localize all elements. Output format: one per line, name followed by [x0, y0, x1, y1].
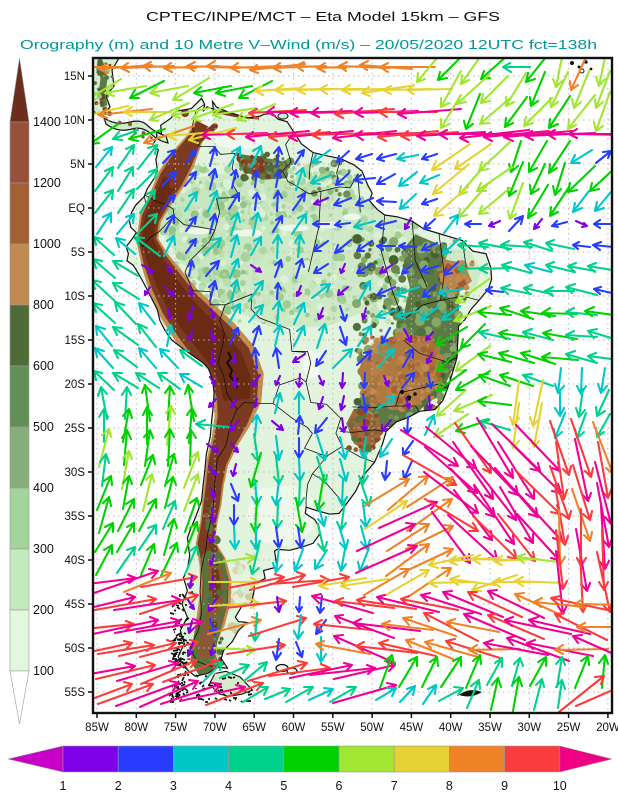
svg-text:CPTEC/INPE/MCT – Eta Model 15: CPTEC/INPE/MCT – Eta Model 15km – GFS: [146, 10, 500, 24]
svg-text:35S: 35S: [65, 511, 86, 523]
svg-text:55W: 55W: [321, 722, 345, 734]
svg-text:45W: 45W: [400, 722, 424, 734]
svg-text:20S: 20S: [65, 379, 86, 391]
svg-text:1200: 1200: [33, 176, 61, 190]
svg-text:1000: 1000: [33, 237, 61, 251]
svg-text:100: 100: [33, 664, 54, 678]
svg-text:800: 800: [33, 298, 54, 312]
svg-text:5S: 5S: [71, 247, 85, 259]
svg-text:10N: 10N: [64, 115, 85, 127]
svg-text:50S: 50S: [65, 643, 86, 655]
svg-text:4: 4: [225, 779, 232, 793]
svg-text:40W: 40W: [439, 722, 463, 734]
svg-text:600: 600: [33, 359, 54, 373]
svg-text:5: 5: [280, 779, 287, 793]
svg-text:35W: 35W: [478, 722, 502, 734]
svg-text:1: 1: [60, 779, 67, 793]
svg-text:15N: 15N: [64, 71, 85, 83]
svg-text:55S: 55S: [65, 687, 86, 699]
svg-text:Orography (m) and 10 Metre V–W: Orography (m) and 10 Metre V–Wind (m/s) …: [20, 38, 597, 52]
svg-text:2: 2: [115, 779, 122, 793]
svg-text:7: 7: [391, 779, 398, 793]
svg-text:40S: 40S: [65, 555, 86, 567]
svg-text:30S: 30S: [65, 467, 86, 479]
svg-text:75W: 75W: [164, 722, 188, 734]
svg-text:EQ: EQ: [68, 203, 85, 215]
svg-text:25W: 25W: [557, 722, 581, 734]
svg-text:10: 10: [553, 779, 567, 793]
svg-text:45S: 45S: [65, 599, 86, 611]
svg-text:25S: 25S: [65, 423, 86, 435]
svg-text:300: 300: [33, 542, 54, 556]
svg-text:200: 200: [33, 603, 54, 617]
svg-text:1400: 1400: [33, 115, 61, 129]
svg-text:20W: 20W: [596, 722, 618, 734]
svg-text:60W: 60W: [282, 722, 306, 734]
svg-text:5N: 5N: [70, 159, 85, 171]
svg-text:10S: 10S: [65, 291, 86, 303]
svg-text:8: 8: [446, 779, 453, 793]
svg-text:3: 3: [170, 779, 177, 793]
svg-text:15S: 15S: [65, 335, 86, 347]
svg-text:400: 400: [33, 481, 54, 495]
svg-text:500: 500: [33, 420, 54, 434]
svg-text:80W: 80W: [124, 722, 148, 734]
svg-text:70W: 70W: [203, 722, 227, 734]
svg-text:85W: 85W: [85, 722, 109, 734]
svg-text:6: 6: [336, 779, 343, 793]
svg-text:50W: 50W: [360, 722, 384, 734]
svg-text:30W: 30W: [517, 722, 541, 734]
svg-text:9: 9: [501, 779, 508, 793]
svg-text:65W: 65W: [242, 722, 266, 734]
